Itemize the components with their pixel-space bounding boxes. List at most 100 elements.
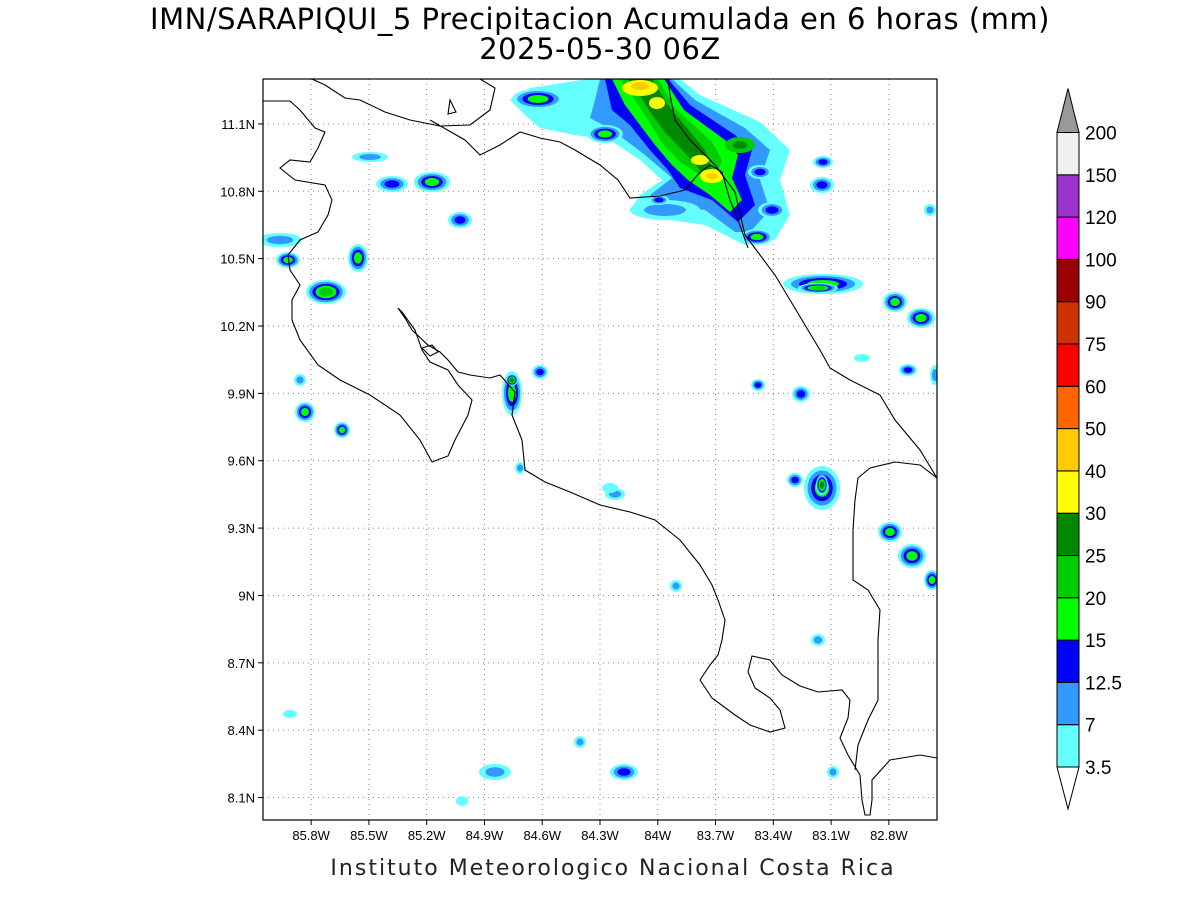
rain-cell [485,767,505,777]
colorbar-swatch [1056,132,1080,176]
colorbar-bottom-arrow [1056,766,1080,811]
rain-cell [672,582,680,590]
rain-cell [818,159,828,165]
colorbar-label: 25 [1085,547,1106,568]
colorbar-label: 150 [1085,166,1117,187]
colorbar-label: 7 [1085,716,1096,737]
colorbar-top-arrow [1056,88,1080,133]
lon-tick-label: 83.1W [812,828,850,843]
rain-cell [890,298,900,306]
rain-cell [654,197,664,203]
rain-cell [456,796,468,806]
rain-cell [754,382,762,388]
colorbar-swatch [1056,428,1080,472]
rain-cell [903,367,913,373]
rain-cell [796,390,806,398]
colorbar-label: 120 [1085,208,1117,229]
rain-cell [283,256,293,264]
lon-tick-label: 85.2W [408,828,446,843]
rain-cell [854,354,870,362]
rain-cell [644,204,686,216]
rain-cell [301,408,309,416]
map-title: IMN/SARAPIQUI_5 Precipitacion Acumulada … [150,2,1050,36]
rain-cell [354,252,362,264]
rain-cell [359,154,381,160]
rain-cell [813,636,823,644]
rain-cell [517,464,523,472]
colorbar-swatch [1056,174,1080,218]
colorbar-legend: 3.5 7 12.5 15 20 25 30 40 50 60 75 90 100 120 150 200 [1056,88,1122,811]
rain-cell [527,95,549,103]
rain-cell [454,216,466,224]
rain-cell [791,476,799,484]
colorbar-swatch [1056,724,1080,768]
lat-tick-label: 10.2N [220,319,255,334]
rain-cell [617,768,631,776]
colorbar-swatch [1056,258,1080,303]
rain-cell [510,378,514,382]
colorbar-swatch [1056,385,1080,430]
rain-cell [296,376,304,384]
lat-tick-label: 9.6N [228,454,255,469]
rain-cell [754,168,766,176]
rain-cell [750,233,764,241]
rain-cell [928,576,936,584]
lat-tick-label: 8.7N [228,656,255,671]
colorbar-swatch [1056,597,1080,641]
rain-cell [266,235,294,245]
rain-cell [926,206,934,214]
lon-tick-label: 82.8W [870,828,908,843]
colorbar-label: 75 [1085,335,1106,356]
rain-cell [576,738,584,746]
colorbar-label: 60 [1085,377,1106,398]
colorbar-label: 30 [1085,504,1106,525]
colorbar-swatch [1056,343,1080,387]
colorbar-swatch [1056,512,1080,557]
colorbar-label: 100 [1085,250,1117,271]
colorbar-swatch [1056,555,1080,599]
lon-tick-label: 85.8W [292,828,330,843]
rain-cell [915,314,927,322]
colorbar-swatch [1056,470,1080,514]
longitude-axis: 85.8W 85.5W 85.2W 84.9W 84.6W 84.3W 84W 83.7W 83… [292,820,908,843]
lat-tick-label: 9.9N [228,386,255,401]
lat-tick-label: 9N [238,588,255,603]
lon-tick-label: 84W [644,828,671,843]
precipitation-field [263,79,937,806]
colorbar-swatch [1056,681,1080,726]
lon-tick-label: 84.6W [523,828,561,843]
colorbar-swatch [1056,216,1080,260]
rain-cell [765,206,779,214]
rain-cell [597,130,613,138]
rain-cell [816,181,828,189]
rain-cell [820,481,824,489]
rain-cell [338,426,346,434]
rain-cell [424,178,440,186]
rain-cell [283,710,297,718]
lat-tick-label: 10.8N [220,184,255,199]
lon-tick-label: 84.9W [466,828,504,843]
colorbar-swatch [1056,301,1080,345]
colorbar-label: 200 [1085,124,1117,145]
colorbar-swatch [1056,639,1080,683]
lat-tick-label: 10.5N [220,252,255,267]
rain-cell-north-band [510,79,790,245]
coastlines-borders [263,79,937,816]
institution-footer: Instituto Meteorologico Nacional Costa R… [330,856,896,881]
lat-tick-label: 8.4N [228,723,255,738]
rain-cell [384,180,400,188]
rain-cells-scattered [263,89,937,806]
rain-cell [536,368,544,376]
rain-cell [932,369,937,381]
latitude-axis: 11.1N 10.8N 10.5N 10.2N 9.9N 9.6N 9.3N 9N 8.7N 8.… [220,117,263,806]
lon-tick-label: 85.5W [350,828,388,843]
map-gridlines [263,79,937,820]
rain-cell [906,551,918,561]
colorbar-label: 90 [1085,293,1106,314]
colorbar-label: 3.5 [1085,758,1111,779]
map-timestamp: 2025-05-30 06Z [479,32,721,66]
lat-tick-label: 11.1N [221,117,255,132]
colorbar-label: 15 [1085,631,1106,652]
lon-tick-label: 83.7W [697,828,735,843]
